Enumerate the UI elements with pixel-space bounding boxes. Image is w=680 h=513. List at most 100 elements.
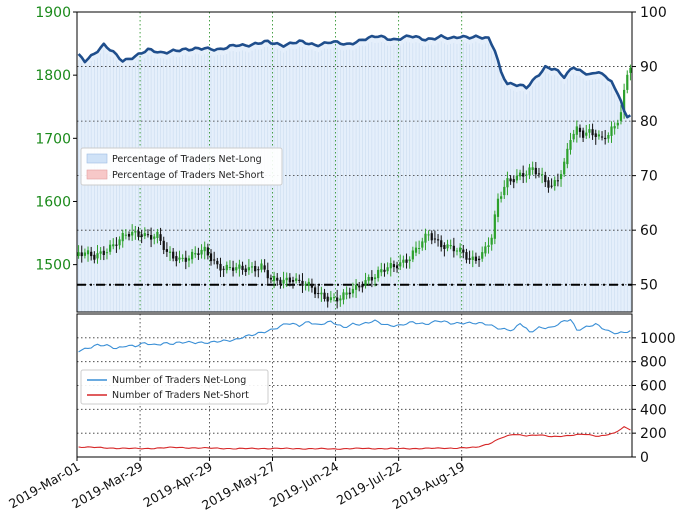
- candle-body: [339, 298, 342, 301]
- candle-body: [607, 135, 610, 139]
- candle-body: [272, 276, 276, 282]
- candle-body: [175, 256, 178, 262]
- candle-body: [266, 270, 269, 279]
- candle-body: [531, 167, 534, 170]
- candle-body: [276, 277, 279, 281]
- candle-body: [518, 172, 522, 177]
- right-axis-tick-label: 60: [640, 223, 658, 239]
- candle-body: [402, 259, 405, 263]
- candle-body: [348, 292, 351, 295]
- candle-body: [313, 287, 317, 295]
- candle-body: [373, 277, 377, 280]
- candle-body: [351, 288, 355, 294]
- candle-body: [389, 263, 392, 269]
- legend-label-net-long-count: Number of Traders Net-Long: [112, 375, 246, 386]
- candle-body: [80, 252, 83, 257]
- candle-body: [440, 240, 443, 248]
- candle-body: [487, 245, 490, 247]
- candle-body: [235, 267, 238, 271]
- candle-body: [197, 253, 200, 255]
- candle-body: [411, 250, 414, 260]
- candle-body: [414, 247, 418, 253]
- candle-body: [600, 136, 604, 138]
- candle-body: [433, 238, 437, 240]
- candle-body: [462, 249, 465, 253]
- candle-body: [537, 173, 541, 175]
- candle-body: [436, 239, 440, 241]
- candle-body: [150, 235, 153, 240]
- candle-body: [490, 237, 493, 245]
- top-legend-box: [80, 147, 283, 186]
- right-axis-tick-label: 80: [640, 114, 658, 130]
- candle-body: [418, 248, 421, 249]
- candle-body: [408, 259, 411, 262]
- candle-body: [285, 277, 288, 281]
- candle-body: [298, 279, 301, 281]
- bottom-legend: Number of Traders Net-Long Number of Trad…: [80, 369, 269, 405]
- candle-body: [127, 234, 131, 237]
- candle-body: [260, 263, 263, 270]
- candle-body: [547, 180, 550, 188]
- candle-body: [522, 173, 525, 177]
- candle-body: [121, 233, 124, 242]
- candle-body: [165, 249, 168, 252]
- candle-body: [610, 126, 613, 136]
- candle-body: [216, 260, 219, 265]
- candle-body: [484, 246, 487, 254]
- candle-body: [301, 280, 304, 286]
- candle-body: [329, 297, 332, 301]
- candle-body: [493, 214, 496, 239]
- candle-body: [477, 258, 481, 261]
- candle-body: [354, 285, 358, 290]
- net-short-count-line: [78, 426, 631, 450]
- candle-body: [247, 267, 250, 271]
- candle-body: [525, 174, 528, 176]
- candle-body: [471, 256, 474, 260]
- candle-body: [588, 129, 591, 133]
- bottom-axis-tick-label: 200: [640, 426, 667, 442]
- x-axis-tick-label: 2019-Jun-24: [267, 459, 341, 510]
- candle-body: [534, 167, 537, 175]
- candle-body: [209, 253, 213, 262]
- candle-body: [159, 234, 162, 241]
- candle-body: [77, 252, 80, 256]
- candle-body: [541, 174, 544, 176]
- candle-body: [115, 244, 118, 246]
- candle-body: [380, 269, 383, 273]
- candle-body: [250, 266, 254, 268]
- candle-body: [597, 134, 600, 137]
- candle-body: [616, 122, 619, 126]
- candle-body: [332, 297, 336, 299]
- candle-body: [427, 234, 430, 236]
- candle-body: [559, 174, 563, 180]
- net-short-area: [77, 12, 632, 118]
- candle-body: [443, 245, 446, 249]
- candle-body: [367, 277, 370, 281]
- candle-body: [231, 267, 235, 271]
- candle-body: [613, 126, 616, 129]
- candle-body: [500, 196, 503, 199]
- candle-body: [578, 127, 582, 132]
- candle-body: [326, 296, 329, 302]
- candle-body: [96, 253, 99, 259]
- candle-body: [386, 267, 389, 272]
- bottom-axis-tick-label: 400: [640, 402, 667, 418]
- candle-body: [575, 126, 578, 135]
- legend-label-net-short-count: Number of Traders Net-Short: [112, 390, 249, 401]
- candle-body: [206, 247, 209, 256]
- candle-body: [187, 258, 191, 261]
- candle-body: [222, 268, 225, 270]
- candle-body: [421, 241, 424, 248]
- candle-body: [556, 180, 559, 182]
- net-long-count-line: [78, 318, 631, 353]
- candle-body: [162, 240, 165, 250]
- candle-body: [361, 285, 364, 288]
- candle-body: [585, 132, 588, 136]
- candle-body: [279, 279, 282, 285]
- right-axis-tick-label: 100: [640, 5, 667, 21]
- candle-body: [143, 233, 146, 237]
- candle-body: [317, 293, 320, 294]
- candle-body: [263, 265, 266, 270]
- candle-body: [619, 112, 623, 121]
- candle-body: [146, 234, 150, 236]
